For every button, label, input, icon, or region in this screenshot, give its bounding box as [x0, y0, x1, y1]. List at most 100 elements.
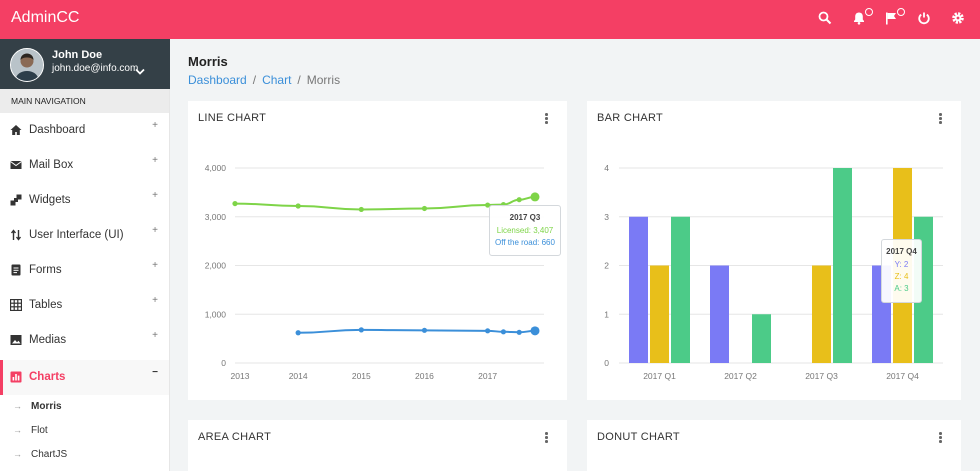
- data-point: [500, 329, 507, 335]
- sidebar-item-medias[interactable]: Medias +: [0, 323, 169, 358]
- power-icon[interactable]: [917, 11, 933, 27]
- sidebar-item-tables[interactable]: Tables +: [0, 288, 169, 323]
- sidebar-item-label: Dashboard: [29, 124, 86, 136]
- data-point: [295, 330, 301, 336]
- sidebar-item-label: User Interface (UI): [29, 229, 124, 241]
- y-tick-label: 3,000: [205, 212, 227, 222]
- expand-icon[interactable]: +: [152, 295, 158, 306]
- more-vertical-icon[interactable]: [545, 432, 549, 444]
- tooltip-row: Licensed: 3,407: [496, 226, 554, 235]
- y-tick-label: 2: [604, 261, 609, 271]
- sidebar-item-dashboard[interactable]: Dashboard +: [0, 113, 169, 148]
- notification-dot: [865, 8, 873, 16]
- chart-icon: [10, 371, 22, 383]
- home-icon: [10, 124, 22, 136]
- bar-chart-card: BAR CHART 0 1 2 3 4 2017 Q1 2017 Q2 2017 Q3 2017…: [587, 101, 961, 400]
- user-email: john.doe@info.com: [52, 63, 139, 74]
- widgets-icon: [10, 194, 22, 206]
- expand-icon[interactable]: +: [152, 190, 158, 201]
- bar: [752, 314, 771, 363]
- gear-icon[interactable]: [951, 11, 967, 27]
- chevron-down-icon[interactable]: [135, 63, 145, 81]
- more-vertical-icon[interactable]: [545, 113, 549, 125]
- data-point: [485, 328, 491, 334]
- arrow-right-icon: →: [13, 401, 22, 411]
- mail-icon: [10, 159, 22, 171]
- y-tick-label: 0: [221, 358, 226, 368]
- sidebar-item-label: Tables: [29, 299, 63, 311]
- bell-icon[interactable]: [852, 8, 873, 27]
- avatar[interactable]: [10, 48, 44, 82]
- expand-icon[interactable]: +: [152, 260, 158, 271]
- brand-logo[interactable]: AdminCC: [11, 9, 80, 26]
- breadcrumb-dashboard[interactable]: Dashboard: [188, 73, 247, 87]
- tooltip-row: Off the road: 660: [495, 238, 555, 247]
- x-tick-label: 2017 Q4: [886, 371, 919, 381]
- breadcrumb-chart[interactable]: Chart: [262, 73, 292, 87]
- sidebar-item-label: Widgets: [29, 194, 71, 206]
- sidebar-item-label: Forms: [29, 264, 62, 276]
- y-tick-label: 1,000: [205, 309, 227, 319]
- y-tick-label: 4: [604, 163, 609, 173]
- data-point: [530, 192, 540, 202]
- donut-chart-card: DONUT CHART: [587, 420, 961, 471]
- x-tick-label: 2017 Q2: [724, 371, 757, 381]
- card-title: BAR CHART: [597, 112, 664, 124]
- expand-icon[interactable]: +: [152, 225, 158, 236]
- more-vertical-icon[interactable]: [939, 113, 943, 125]
- card-title: AREA CHART: [198, 431, 272, 443]
- data-point: [421, 205, 428, 212]
- x-tick-label: 2017: [478, 371, 497, 381]
- bar: [833, 168, 852, 363]
- sidebar-item-label: Medias: [29, 334, 67, 346]
- y-tick-label: 1: [604, 309, 609, 319]
- sidebar-subitem-label: Morris: [31, 401, 62, 412]
- sidebar-item-user-interface[interactable]: User Interface (UI) +: [0, 218, 169, 253]
- bar: [629, 216, 648, 363]
- sidebar-subitem-label: Flot: [31, 425, 48, 436]
- search-icon[interactable]: [818, 11, 834, 27]
- sidebar-subitem-flot[interactable]: → Flot: [0, 420, 169, 444]
- swap-icon: [10, 229, 22, 241]
- x-tick-label: 2014: [289, 371, 308, 381]
- bar: [710, 265, 729, 363]
- page-title: Morris: [188, 54, 228, 69]
- bar: [812, 265, 831, 363]
- sidebar-item-charts[interactable]: Charts −: [0, 360, 169, 395]
- arrow-right-icon: →: [13, 449, 22, 459]
- y-tick-label: 2,000: [205, 261, 227, 271]
- sidebar-item-widgets[interactable]: Widgets +: [0, 183, 169, 218]
- series-line: [298, 328, 536, 334]
- x-tick-label: 2013: [231, 371, 250, 381]
- sidebar-item-label: Mail Box: [29, 159, 74, 171]
- sidebar-subitem-chartjs[interactable]: → ChartJS: [0, 444, 169, 468]
- sidebar-item-mailbox[interactable]: Mail Box +: [0, 148, 169, 183]
- flag-icon[interactable]: [884, 8, 905, 27]
- breadcrumb: Dashboard / Chart / Morris: [188, 73, 340, 87]
- x-tick-label: 2017 Q3: [805, 371, 838, 381]
- data-point: [516, 197, 522, 203]
- sidebar-subitem-morris[interactable]: → Morris: [0, 396, 169, 420]
- sidebar-item-forms[interactable]: Forms +: [0, 253, 169, 288]
- line-chart: 0 1,000 2,000 3,000 4,000 2013 2014 2015 2016 201…: [205, 163, 544, 381]
- x-tick-label: 2017 Q1: [643, 371, 676, 381]
- form-icon: [10, 264, 22, 276]
- arrow-right-icon: →: [13, 425, 22, 435]
- tooltip-title: 2017 Q3: [509, 213, 541, 222]
- tooltip-row: A: 3: [894, 284, 909, 293]
- y-tick-label: 4,000: [205, 163, 227, 173]
- line-chart-tooltip: 2017 Q3 Licensed: 3,407 Off the road: 66…: [489, 205, 561, 256]
- breadcrumb-current: Morris: [306, 73, 341, 87]
- data-point: [485, 202, 491, 208]
- data-point: [232, 200, 238, 207]
- series-line: [234, 195, 536, 211]
- more-vertical-icon[interactable]: [939, 432, 943, 444]
- top-navbar: AdminCC: [0, 0, 980, 39]
- expand-icon[interactable]: +: [152, 330, 158, 341]
- active-indicator: [0, 360, 3, 395]
- flag-dot: [897, 8, 905, 16]
- collapse-icon[interactable]: −: [152, 367, 158, 378]
- expand-icon[interactable]: +: [152, 120, 158, 131]
- expand-icon[interactable]: +: [152, 155, 158, 166]
- data-point: [358, 327, 364, 333]
